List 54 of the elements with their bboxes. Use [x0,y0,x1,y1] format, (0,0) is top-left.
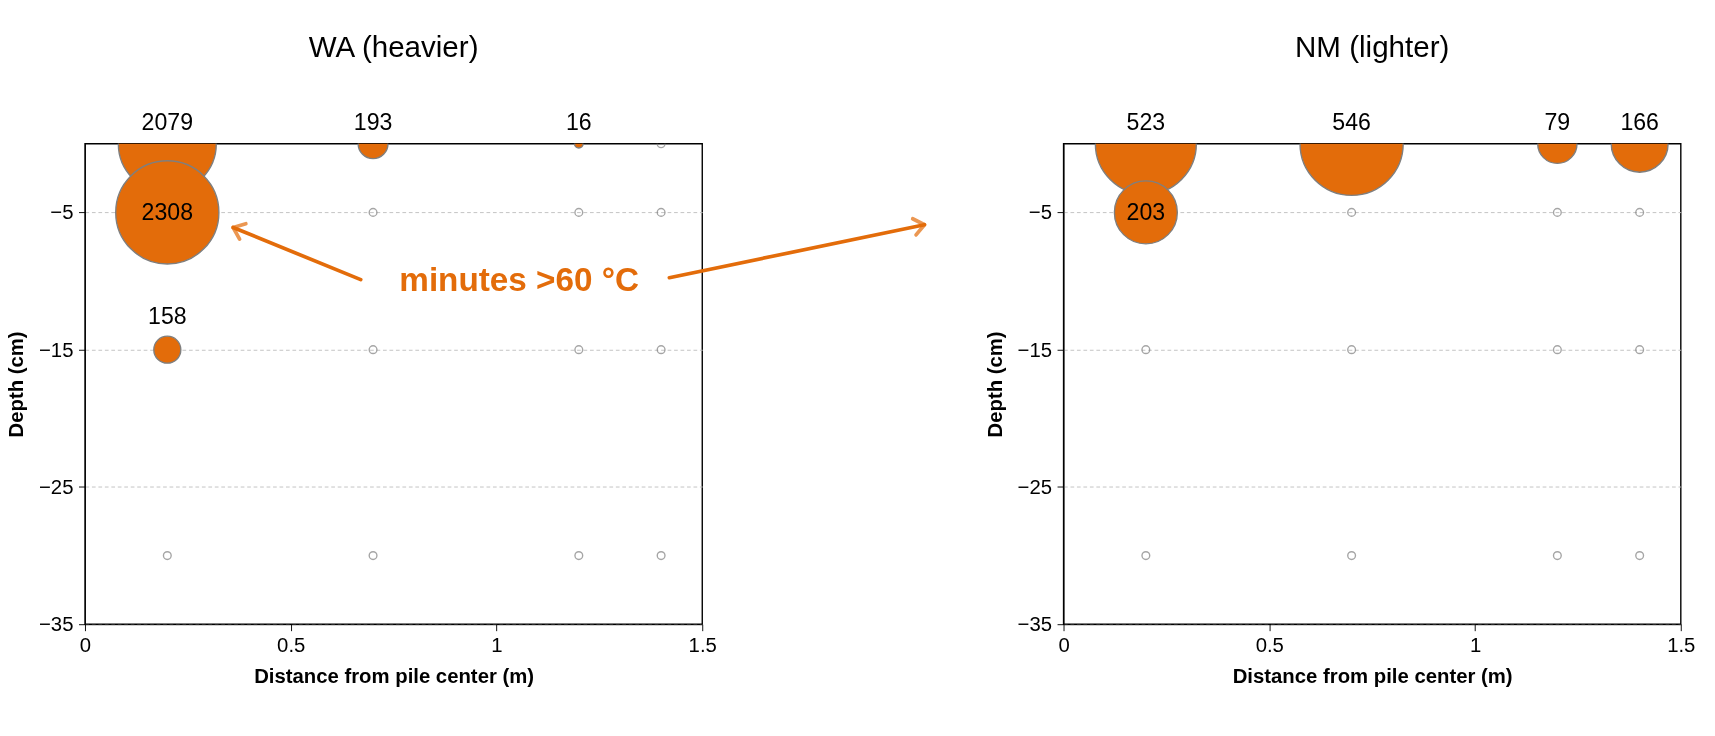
x-axis-title: Distance from pile center (m) [254,664,535,687]
x-tick-label: 1 [491,634,503,657]
point [162,551,172,561]
point [574,345,584,355]
annotation: 2308 [141,198,193,225]
y-axis-title: Depth (cm) [983,331,1006,438]
point [1552,551,1562,561]
y-tick-label: −35 [38,613,74,636]
annotation: 2079 [141,108,193,135]
point [1552,207,1562,217]
y-tick-label: −15 [38,338,74,361]
y-axis-title: Depth (cm) [5,331,28,438]
point [656,207,666,217]
point [1552,345,1562,355]
x-tick-label: 0 [79,634,92,657]
x-tick-label: 1.5 [1667,634,1696,657]
y-tick-label: −5 [1028,201,1053,224]
point [1635,551,1645,561]
x-tick-label: 1.5 [688,634,717,657]
annotation: 158 [148,303,187,330]
point [656,551,666,561]
point [1141,551,1151,561]
x-tick-label: 0.5 [277,634,306,657]
annotation: 79 [1544,108,1571,135]
annotation: 546 [1332,108,1371,135]
x-axis-title: Distance from pile center (m) [1232,664,1513,687]
chart-title: NM (lighter) [1295,29,1450,63]
annotation: 523 [1126,108,1166,135]
y-tick-label: −25 [38,475,74,498]
point [574,551,584,561]
point [1347,551,1357,561]
annotation: 203 [1126,198,1166,225]
point [368,345,378,355]
x-tick-label: 1 [1469,634,1482,657]
y-tick-label: −35 [1017,613,1053,636]
y-tick-label: −25 [1017,475,1053,498]
chart-title: WA (heavier) [308,29,479,63]
point [1635,345,1645,355]
point [1635,207,1645,217]
point [1347,207,1357,217]
point [574,207,584,217]
annotation: 166 [1620,108,1659,135]
annotation: 193 [353,108,393,135]
x-tick-label: 0 [1058,634,1070,657]
x-tick-label: 0.5 [1255,634,1284,657]
annotation: 16 [565,108,592,135]
point [656,345,666,355]
y-tick-label: −5 [50,201,74,224]
y-tick-label: −15 [1017,338,1053,361]
point [1141,345,1151,355]
annotation: minutes >60 °C [399,261,639,299]
point [368,207,378,217]
point [368,551,378,561]
point [1347,345,1357,355]
